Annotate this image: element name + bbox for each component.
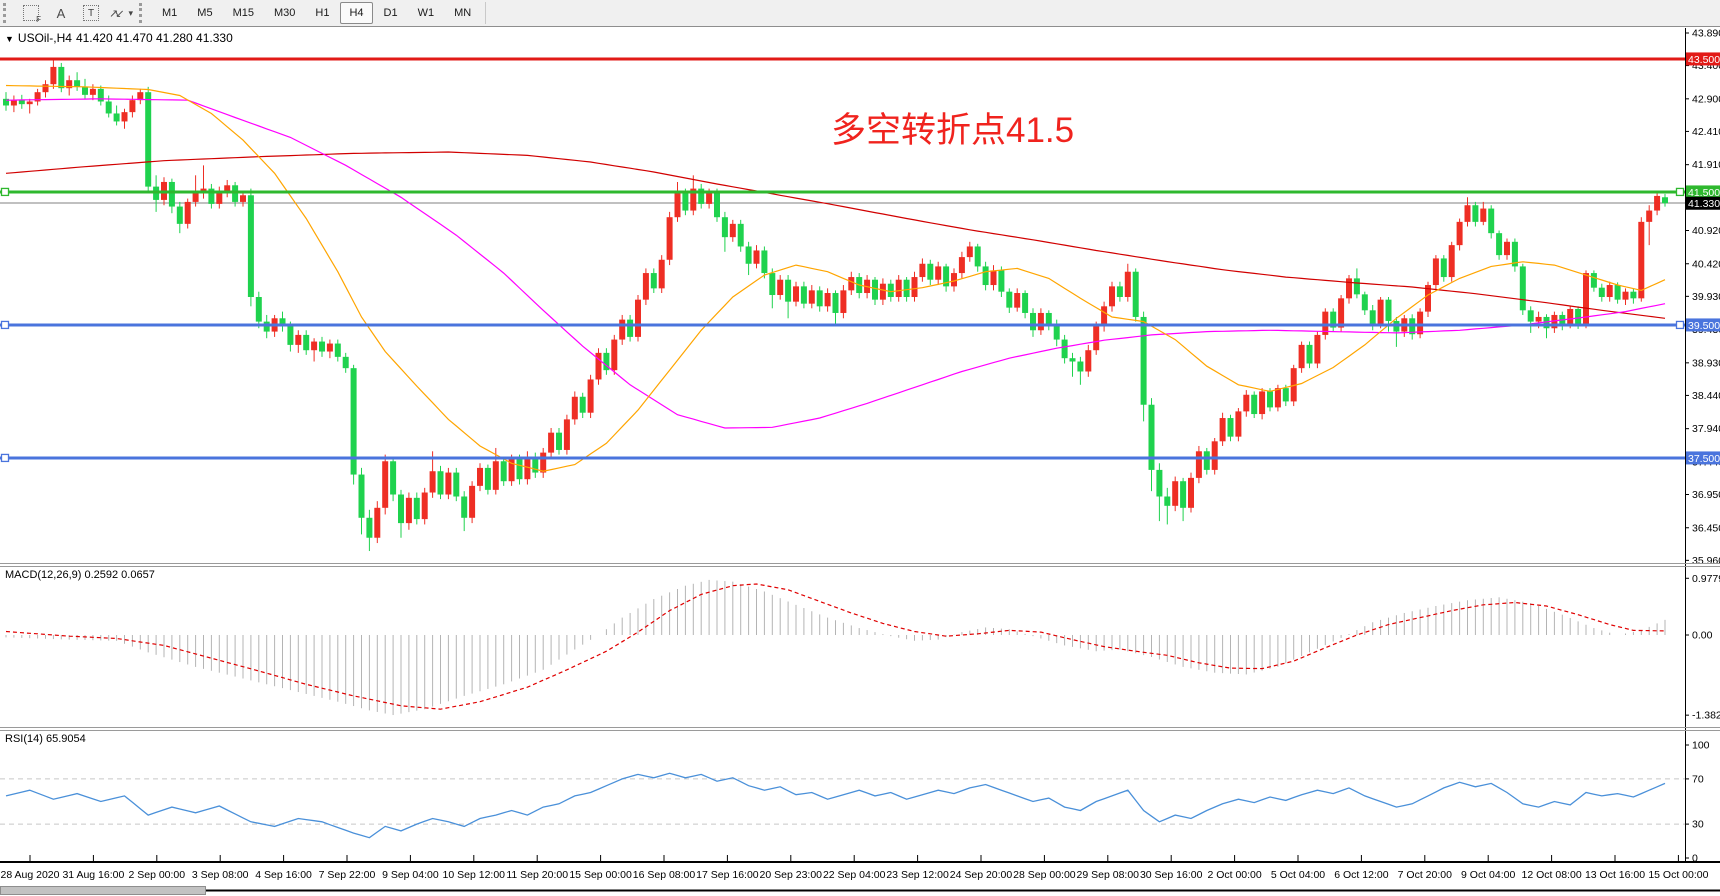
svg-text:31 Aug 16:00: 31 Aug 16:00	[62, 869, 124, 881]
timeframe-button-h1[interactable]: H1	[315, 7, 330, 19]
svg-text:28 Sep 00:00: 28 Sep 00:00	[1013, 869, 1076, 881]
toolbar-grip[interactable]	[139, 3, 149, 23]
timeframe-button-group: M1 M5 M15 M30 H1 H4 D1 W1 MN	[152, 2, 481, 24]
svg-text:2 Oct 00:00: 2 Oct 00:00	[1207, 869, 1261, 881]
svg-text:6 Oct 12:00: 6 Oct 12:00	[1334, 869, 1388, 881]
svg-text:12 Oct 08:00: 12 Oct 08:00	[1522, 869, 1582, 881]
timeframe-button-m1[interactable]: M1	[162, 7, 178, 19]
price-axis: 43.89043.40042.90042.41041.91040.92040.4…	[1685, 28, 1720, 862]
svg-text:16 Sep 08:00: 16 Sep 08:00	[633, 869, 696, 881]
annotation-text: 多空转折点41.5	[831, 111, 1075, 150]
ohlc-values: 41.420 41.470 41.280 41.330	[75, 31, 233, 45]
svg-text:30 Sep 16:00: 30 Sep 16:00	[1140, 869, 1203, 881]
macd-indicator-label: MACD(12,26,9) 0.2592 0.0657	[5, 569, 155, 581]
svg-text:36.450: 36.450	[1692, 522, 1720, 534]
timeframe-button-h4[interactable]: H4	[340, 2, 373, 24]
svg-text:22 Sep 04:00: 22 Sep 04:00	[823, 869, 886, 881]
scrollbar-thumb[interactable]	[0, 886, 206, 895]
text-box-tool-button[interactable]: T	[78, 2, 104, 25]
svg-text:0.00: 0.00	[1692, 630, 1713, 642]
svg-text:39.930: 39.930	[1692, 291, 1720, 303]
svg-text:36.950: 36.950	[1692, 489, 1720, 501]
rsi-pane: 100 70 30 0	[0, 727, 1720, 865]
svg-text:5 Oct 04:00: 5 Oct 04:00	[1271, 869, 1325, 881]
collapse-triangle-icon[interactable]: ▼	[5, 34, 14, 44]
svg-text:23 Sep 12:00: 23 Sep 12:00	[886, 869, 949, 881]
rsi-indicator-label: RSI(14) 65.9054	[5, 733, 86, 745]
chart-area[interactable]: 43.89043.40042.90042.41041.91040.92040.4…	[0, 28, 1720, 896]
svg-text:41.910: 41.910	[1692, 159, 1720, 171]
text-label-tool-button[interactable]: A	[48, 2, 74, 25]
svg-text:35.960: 35.960	[1692, 555, 1720, 567]
svg-text:28 Aug 2020: 28 Aug 2020	[1, 869, 60, 881]
ma-red	[5, 151, 1666, 319]
svg-text:40.920: 40.920	[1692, 225, 1720, 237]
toolbar-separator	[485, 2, 487, 24]
svg-text:39.500: 39.500	[1688, 320, 1720, 332]
timeframe-button-w1[interactable]: W1	[417, 7, 435, 19]
svg-text:7 Oct 20:00: 7 Oct 20:00	[1398, 869, 1452, 881]
svg-text:10 Sep 12:00: 10 Sep 12:00	[443, 869, 506, 881]
svg-text:43.500: 43.500	[1688, 54, 1720, 66]
chart-title: ▼ USOil-,H4 41.420 41.470 41.280 41.330	[5, 31, 237, 45]
arrows-icon: ↗↙	[109, 7, 125, 20]
macd-pane: 0.9779 0.00 -1.382	[0, 563, 1720, 722]
timeframe-button-m30[interactable]: M30	[273, 7, 296, 19]
svg-text:9 Oct 04:00: 9 Oct 04:00	[1461, 869, 1515, 881]
toolbar: F A T ↗↙ ▾ M1 M5 M15 M30 H1 H4 D1 W1 MN	[0, 0, 1720, 27]
date-axis: 28 Aug 2020 31 Aug 16:00 2 Sep 00:00 3 Sep …	[0, 855, 1720, 881]
timeframe-button-m5[interactable]: M5	[197, 7, 213, 19]
horizontal-level-lines[interactable]	[0, 57, 1685, 463]
svg-text:15 Sep 00:00: 15 Sep 00:00	[569, 869, 632, 881]
svg-text:9 Sep 04:00: 9 Sep 04:00	[382, 869, 439, 881]
svg-text:17 Sep 16:00: 17 Sep 16:00	[696, 869, 759, 881]
horizontal-scrollbar[interactable]	[0, 886, 1720, 895]
svg-text:37.940: 37.940	[1692, 423, 1720, 435]
svg-text:41.500: 41.500	[1688, 187, 1720, 199]
svg-text:30: 30	[1692, 819, 1704, 831]
svg-text:24 Sep 20:00: 24 Sep 20:00	[950, 869, 1013, 881]
svg-text:42.900: 42.900	[1692, 93, 1720, 105]
svg-text:2 Sep 00:00: 2 Sep 00:00	[128, 869, 185, 881]
svg-text:100: 100	[1692, 740, 1710, 752]
dropdown-caret-icon[interactable]: ▾	[128, 7, 133, 18]
svg-text:42.410: 42.410	[1692, 126, 1720, 138]
svg-text:29 Sep 08:00: 29 Sep 08:00	[1077, 869, 1140, 881]
svg-text:41.330: 41.330	[1688, 198, 1720, 210]
symbol-period-label: USOil-,H4	[17, 31, 72, 45]
svg-text:43.890: 43.890	[1692, 28, 1720, 40]
svg-text:13 Oct 16:00: 13 Oct 16:00	[1585, 869, 1645, 881]
ma-magenta	[5, 98, 1666, 429]
candlestick-layer	[3, 58, 1668, 552]
grid-icon-label: F	[36, 15, 41, 24]
svg-text:-1.382: -1.382	[1692, 710, 1720, 722]
snap-grid-tool-button[interactable]: F	[18, 2, 44, 25]
svg-text:37.500: 37.500	[1688, 453, 1720, 465]
timeframe-button-mn[interactable]: MN	[454, 7, 472, 19]
toolbar-grip[interactable]	[3, 3, 13, 23]
svg-text:40.420: 40.420	[1692, 258, 1720, 270]
svg-text:70: 70	[1692, 773, 1704, 785]
svg-text:7 Sep 22:00: 7 Sep 22:00	[319, 869, 376, 881]
svg-text:15 Oct 00:00: 15 Oct 00:00	[1648, 869, 1708, 881]
timeframe-button-d1[interactable]: D1	[383, 7, 398, 19]
svg-text:11 Sep 20:00: 11 Sep 20:00	[506, 869, 568, 881]
svg-text:20 Sep 23:00: 20 Sep 23:00	[760, 869, 823, 881]
grid-icon: F	[23, 5, 41, 24]
svg-text:38.930: 38.930	[1692, 357, 1720, 369]
arrows-tool-button[interactable]: ↗↙ ▾	[108, 2, 134, 25]
chart-canvas[interactable]: 43.89043.40042.90042.41041.91040.92040.4…	[0, 28, 1720, 896]
text-label-icon: A	[56, 5, 66, 21]
svg-text:0: 0	[1692, 853, 1698, 865]
text-box-icon: T	[83, 5, 99, 21]
svg-text:38.440: 38.440	[1692, 390, 1720, 402]
timeframe-button-m15[interactable]: M15	[232, 7, 254, 19]
svg-text:0.9779: 0.9779	[1692, 573, 1720, 585]
svg-text:4 Sep 16:00: 4 Sep 16:00	[255, 869, 312, 881]
svg-text:3 Sep 08:00: 3 Sep 08:00	[192, 869, 249, 881]
